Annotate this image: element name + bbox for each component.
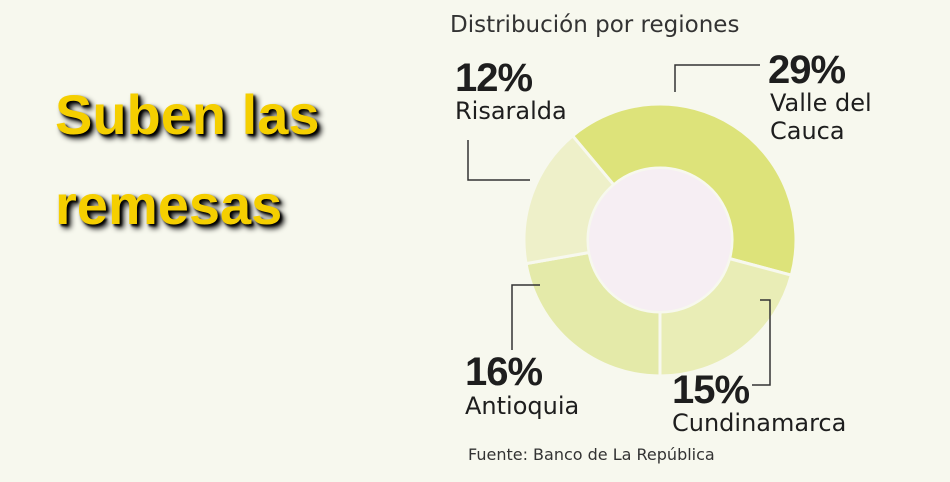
leader-line	[752, 299, 771, 386]
category-label: Valle del Cauca	[770, 89, 872, 145]
leader-line	[674, 64, 760, 92]
source-note: Fuente: Banco de La República	[468, 445, 715, 464]
donut-segment	[658, 256, 794, 378]
chart-subtitle: Distribución por regiones	[450, 12, 740, 38]
chart-title: Suben las remesas	[55, 83, 320, 236]
category-label: Antioquia	[465, 392, 580, 420]
value-label: 16%	[465, 350, 543, 394]
value-label: 12%	[455, 56, 533, 100]
donut-segment	[570, 102, 798, 278]
category-label: Risaralda	[455, 97, 567, 125]
donut-segment	[524, 250, 662, 378]
donut-hole	[589, 169, 731, 311]
leader-line	[467, 140, 530, 181]
donut-segment	[522, 133, 616, 266]
value-label: 29%	[768, 48, 846, 92]
value-label: 15%	[672, 368, 750, 412]
category-label: Cundinamarca	[672, 409, 847, 437]
leader-line	[511, 284, 540, 350]
